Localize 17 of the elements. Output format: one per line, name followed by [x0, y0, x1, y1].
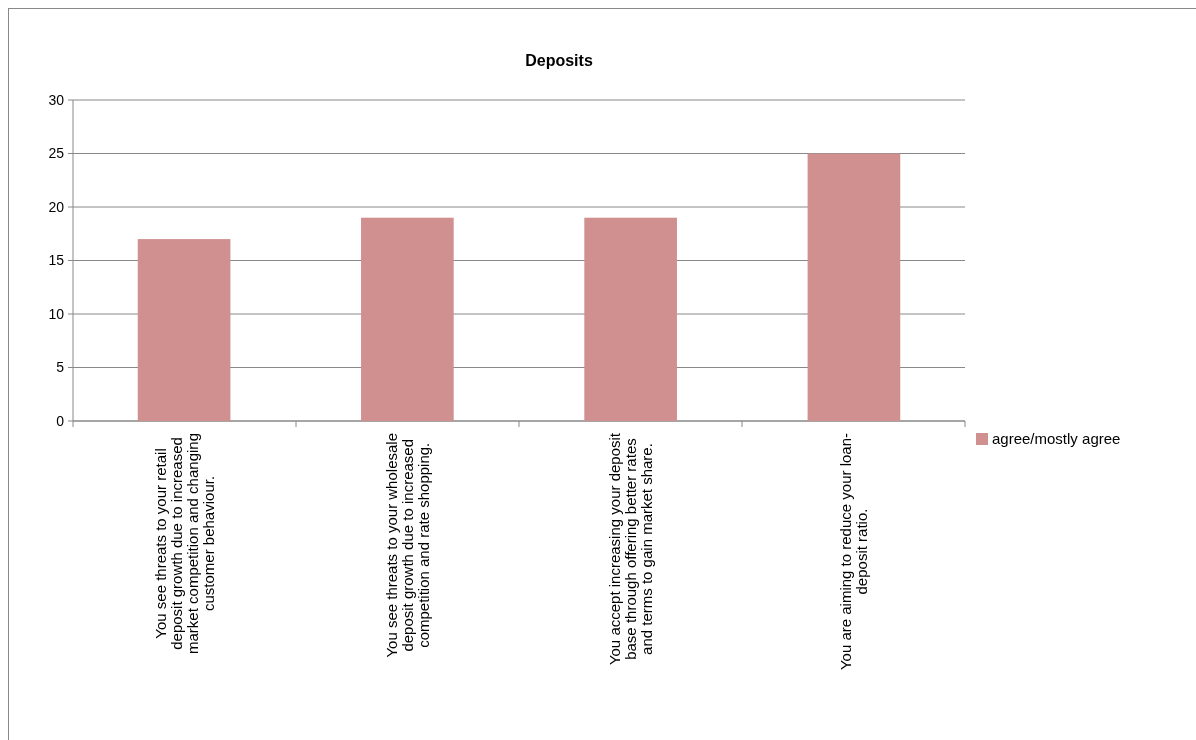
- y-tick-label: 20: [48, 198, 65, 215]
- x-tick-label: You accept increasing your deposit base through offering better rates and terms to gain market share.: [605, 432, 655, 666]
- chart-title: Deposits: [525, 52, 593, 69]
- x-tick-label: You see threats to your wholesale deposit growth due to increased competition and rate shopping.: [382, 433, 432, 658]
- legend-label: agree/mostly agree: [992, 430, 1121, 448]
- bar: [807, 153, 901, 421]
- y-tick-label: 30: [48, 91, 65, 108]
- x-tick-label: You see threats to your retail deposit growth due to increased market competition and changing customer behaviour.: [151, 433, 217, 654]
- x-tick-label: You are aiming to reduce your loan-deposit ratio.: [836, 433, 870, 671]
- y-tick-label: 15: [48, 252, 65, 269]
- bar: [137, 239, 231, 421]
- bar: [584, 217, 677, 421]
- bar: [361, 217, 454, 421]
- y-tick-label: 0: [56, 412, 65, 429]
- y-tick-label: 5: [56, 359, 65, 376]
- y-tick-label: 25: [48, 145, 65, 162]
- y-tick-label: 10: [48, 305, 65, 322]
